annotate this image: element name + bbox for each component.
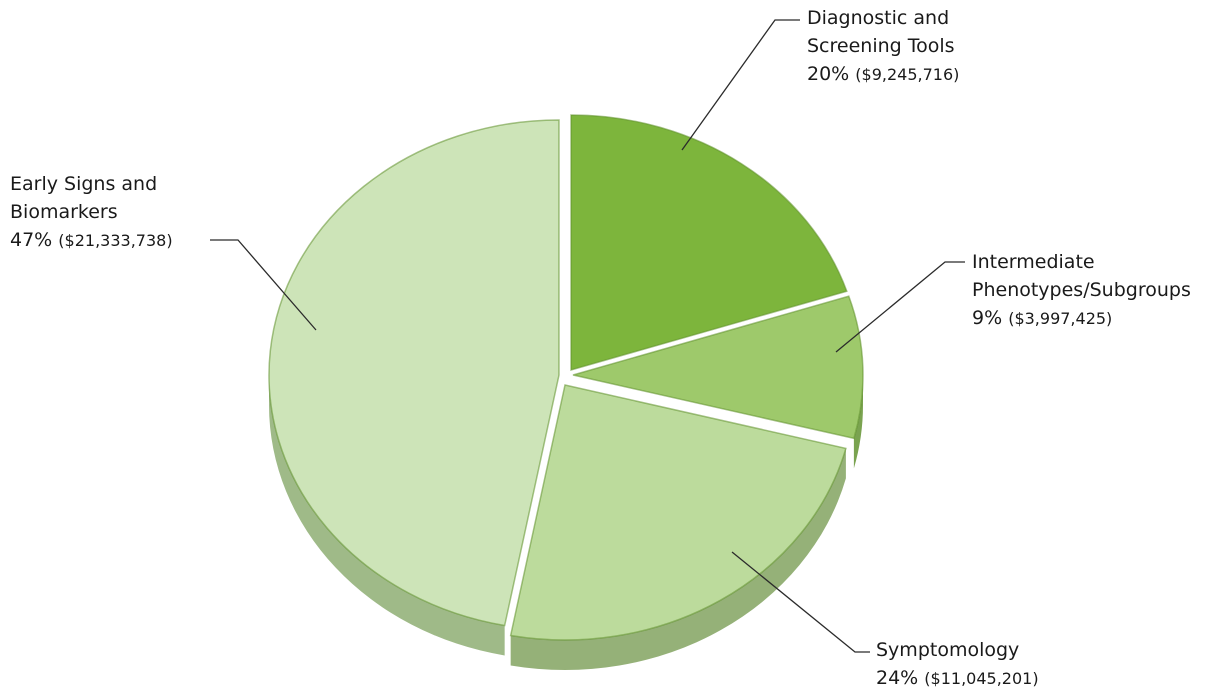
- slice-side: [510, 448, 846, 671]
- slice-label-line1: Early Signs and: [10, 173, 158, 195]
- slice-amount: ($21,333,738): [58, 231, 173, 250]
- leader-lines: [210, 19, 965, 653]
- slice-label-line1: Intermediate: [972, 251, 1095, 273]
- slice-label-line2: Phenotypes/Subgroups: [972, 279, 1191, 301]
- slice-percent: 47%: [10, 229, 53, 251]
- slice-amount: ($9,245,716): [855, 65, 960, 84]
- slice-label-diagnostic: Diagnostic and Screening Tools 20% ($9,2…: [807, 4, 959, 89]
- slice-amount: ($3,997,425): [1008, 309, 1113, 328]
- slice-label-line1: Symptomology: [876, 639, 1020, 661]
- slice-percent: 24%: [876, 667, 919, 689]
- leader-line: [835, 261, 965, 353]
- pie-slices: [268, 114, 864, 641]
- slice-label-line1: Diagnostic and: [807, 7, 950, 29]
- slice-label-symptomology: Symptomology 24% ($11,045,201): [876, 636, 1039, 693]
- pie-slice: [509, 384, 847, 641]
- slice-percent: 20%: [807, 63, 850, 85]
- leader-line: [731, 551, 870, 653]
- pie-slice: [570, 114, 848, 371]
- slice-label-intermediate: Intermediate Phenotypes/Subgroups 9% ($3…: [972, 248, 1191, 333]
- slice-label-early-signs: Early Signs and Biomarkers 47% ($21,333,…: [10, 170, 173, 255]
- slice-amount: ($11,045,201): [924, 669, 1039, 688]
- leader-line: [681, 19, 800, 151]
- leader-line: [210, 239, 317, 331]
- slice-label-line2: Biomarkers: [10, 201, 118, 223]
- pie-slice: [572, 295, 864, 440]
- slice-percent: 9%: [972, 307, 1003, 329]
- pie-slice: [268, 119, 560, 627]
- slice-label-line2: Screening Tools: [807, 35, 955, 57]
